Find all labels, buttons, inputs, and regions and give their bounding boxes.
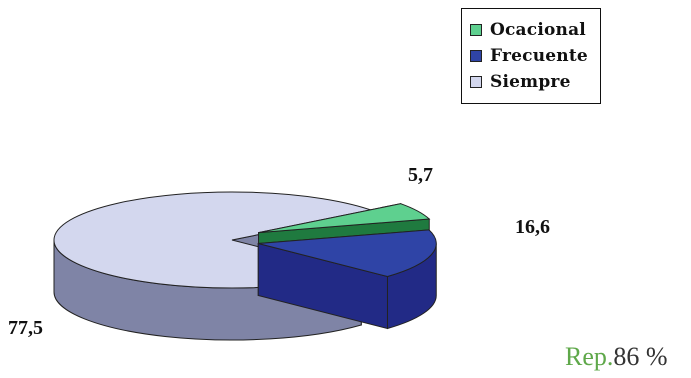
data-label-frecuente: 16,6	[515, 216, 550, 238]
legend-label-ocacional: Ocacional	[490, 20, 586, 40]
chart-legend: Ocacional Frecuente Siempre	[461, 8, 601, 104]
pie-slice-top-ocacional	[258, 203, 431, 234]
legend-swatch-siempre	[470, 76, 482, 88]
legend-item-siempre: Siempre	[470, 70, 571, 94]
legend-item-frecuente: Frecuente	[470, 44, 588, 68]
pie-slice-frecuente	[257, 229, 437, 330]
legend-label-frecuente: Frecuente	[490, 46, 588, 66]
legend-label-siempre: Siempre	[490, 72, 571, 92]
rep-footer: Rep.86 %	[565, 342, 668, 372]
legend-swatch-frecuente	[470, 50, 482, 62]
legend-item-ocacional: Ocacional	[470, 18, 586, 42]
data-label-ocacional: 5,7	[408, 164, 433, 186]
legend-swatch-ocacional	[470, 24, 482, 36]
data-label-siempre: 77,5	[8, 317, 43, 339]
rep-word: Rep.	[565, 342, 614, 371]
rep-value: 86 %	[613, 342, 668, 371]
pie-slice-top-frecuente	[258, 229, 437, 278]
